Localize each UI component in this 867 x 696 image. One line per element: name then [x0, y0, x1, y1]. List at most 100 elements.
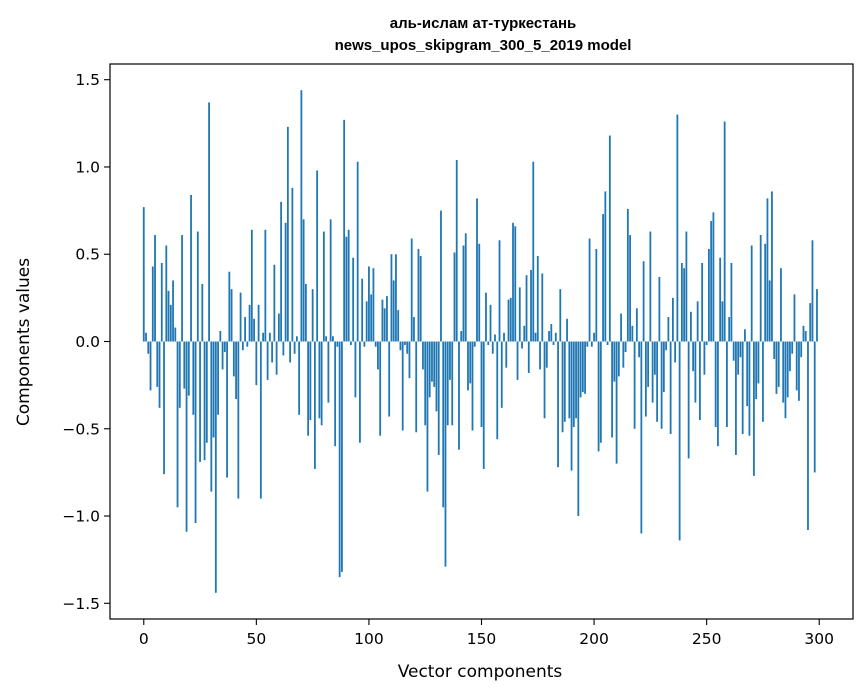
- bar-255: [717, 341, 719, 447]
- bar-148: [476, 198, 478, 342]
- bar-173: [532, 161, 535, 342]
- bar-133: [442, 341, 445, 508]
- bar-33: [217, 341, 219, 415]
- bar-110: [390, 254, 393, 342]
- bar-55: [266, 341, 269, 380]
- bar-71: [302, 219, 305, 342]
- bar-287: [789, 341, 791, 372]
- bar-295: [807, 341, 809, 530]
- bar-166: [516, 341, 519, 380]
- bar-176: [539, 341, 541, 370]
- bar-27: [203, 341, 206, 461]
- bar-94: [354, 341, 357, 398]
- bar-210: [615, 341, 618, 464]
- bar-297: [811, 240, 814, 342]
- bar-237: [676, 114, 679, 342]
- bar-278: [768, 280, 771, 342]
- y-tick-label-6: 1.5: [75, 71, 100, 89]
- bar-85: [334, 341, 337, 447]
- bar-187: [563, 341, 566, 422]
- bar-61: [280, 201, 283, 342]
- bar-248: [701, 262, 704, 342]
- bar-138: [453, 252, 456, 342]
- bar-168: [521, 341, 523, 349]
- bar-132: [440, 210, 442, 342]
- chart-title: аль-ислам ат-туркестань news_upos_skipgr…: [335, 15, 632, 54]
- bar-226: [651, 341, 654, 403]
- bar-122: [417, 249, 420, 342]
- bar-51: [257, 304, 260, 342]
- bar-65: [289, 341, 292, 363]
- bar-195: [581, 341, 584, 393]
- bar-54: [264, 229, 267, 342]
- bar-224: [647, 341, 650, 387]
- bar-109: [388, 341, 391, 417]
- x-tick-label-0: 0: [139, 630, 149, 648]
- bar-117: [406, 341, 409, 354]
- bar-157: [496, 341, 499, 440]
- bar-52: [259, 341, 262, 499]
- bar-225: [649, 231, 652, 342]
- x-tick-label-6: 300: [804, 630, 834, 648]
- x-tick-label-1: 50: [246, 630, 266, 648]
- y-tick-label-0: −1.5: [62, 595, 100, 613]
- bar-39: [230, 289, 233, 342]
- y-tick-label-2: −0.5: [62, 420, 100, 438]
- bar-201: [595, 249, 598, 342]
- bar-214: [624, 341, 627, 352]
- bar-288: [791, 341, 794, 354]
- bar-243: [689, 311, 692, 342]
- bar-139: [455, 159, 458, 342]
- bar-247: [699, 341, 701, 421]
- bar-220: [638, 341, 641, 358]
- bar-30: [210, 341, 213, 492]
- bar-124: [422, 341, 424, 370]
- bar-62: [282, 341, 285, 356]
- bar-153: [487, 341, 490, 345]
- bar-217: [631, 325, 634, 342]
- bar-213: [622, 341, 625, 368]
- bar-37: [226, 341, 228, 478]
- bar-22: [192, 341, 195, 415]
- bar-281: [775, 341, 778, 394]
- bar-25: [199, 341, 201, 462]
- bar-193: [577, 341, 580, 517]
- bar-90: [345, 236, 348, 342]
- bar-253: [712, 212, 715, 342]
- bar-99: [365, 301, 368, 342]
- bar-233: [667, 317, 670, 342]
- bar-45: [244, 317, 246, 342]
- bar-238: [678, 341, 681, 541]
- bar-251: [708, 249, 710, 342]
- y-axis-label: Components values: [14, 258, 34, 426]
- bar-69: [298, 341, 301, 415]
- bar-91: [347, 229, 350, 342]
- bar-282: [777, 341, 780, 387]
- bar-41: [235, 341, 237, 400]
- bar-155: [491, 341, 494, 354]
- bar-259: [726, 341, 728, 428]
- bar-159: [500, 341, 503, 408]
- bar-31: [212, 341, 215, 438]
- bar-252: [710, 221, 713, 342]
- bar-200: [593, 332, 595, 342]
- bar-66: [291, 187, 294, 342]
- x-axis-label: Vector components: [398, 662, 563, 682]
- axis-ticks: 0 50 100 150 200 250 300 −1.5 −1.0 −0.5 0.0 0.5 1.0 1…: [62, 71, 834, 648]
- bar-279: [771, 191, 773, 342]
- y-tick-label-5: 1.0: [75, 158, 100, 176]
- bar-293: [802, 325, 805, 342]
- bar-218: [633, 341, 636, 429]
- bar-29: [208, 102, 210, 342]
- bar-264: [737, 341, 740, 375]
- bar-249: [703, 341, 706, 375]
- bar-127: [428, 341, 431, 398]
- bar-149: [478, 243, 481, 342]
- bar-59: [275, 341, 278, 375]
- bar-102: [372, 268, 375, 342]
- bar-42: [237, 341, 240, 499]
- bar-221: [640, 341, 643, 534]
- bar-150: [480, 341, 483, 428]
- bar-269: [748, 341, 751, 436]
